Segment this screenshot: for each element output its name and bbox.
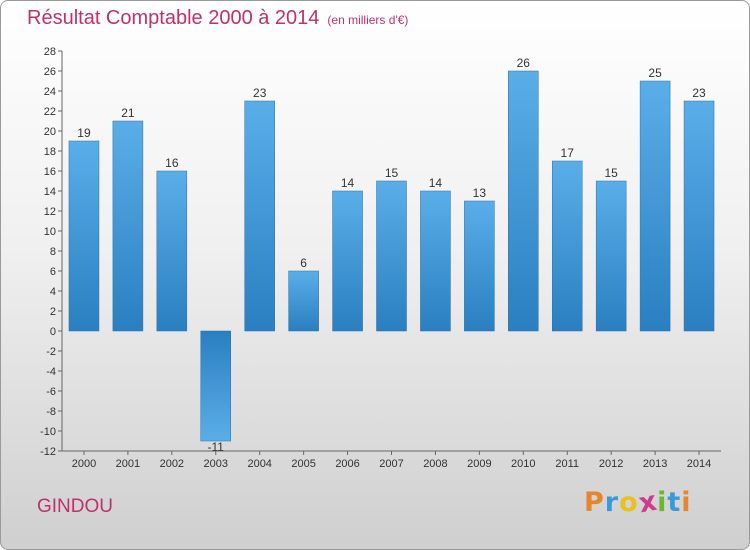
x-tick-label: 2007 [379,458,403,470]
y-tick-label: -8 [46,406,56,418]
bar-2009 [464,200,495,332]
x-tick-label: 2004 [247,458,271,470]
y-tick-label: 6 [50,266,56,278]
data-label: 13 [473,186,487,200]
bar-2008 [420,190,451,332]
x-tick-label: 2006 [335,458,359,470]
bar-2013 [639,80,671,332]
chart-title-text: Résultat Comptable 2000 à 2014 [27,7,320,29]
chart-title: Résultat Comptable 2000 à 2014 (en millie… [27,7,408,30]
logo-letter: o [619,487,639,518]
y-tick-label: 26 [44,66,56,78]
x-tick-label: 2014 [687,458,711,470]
chart-subtitle: (en milliers d'€) [327,13,409,27]
y-tick-label: 8 [50,246,56,258]
y-tick-label: 0 [50,326,56,338]
y-tick-label: 14 [44,186,56,198]
x-tick-label: 2009 [467,458,491,470]
data-label: 21 [121,106,135,120]
x-tick-label: 2010 [511,458,535,470]
data-label: 14 [341,176,355,190]
y-tick-label: 28 [44,46,56,58]
data-label: 23 [692,86,706,100]
logo-letter: t [667,487,682,518]
y-tick-label: 2 [50,306,56,318]
data-label: 23 [253,86,267,100]
data-label: -11 [208,440,225,454]
y-tick-label: -2 [46,346,56,358]
bar-2004 [244,100,275,332]
data-label: 16 [165,156,179,170]
x-tick-label: 2002 [160,458,184,470]
y-tick-label: -10 [40,426,56,438]
data-label: 15 [604,166,618,180]
y-tick-label: 20 [44,126,56,138]
data-label: 6 [300,256,307,270]
bar-2005 [288,270,319,332]
y-tick-label: 12 [44,206,56,218]
y-tick-label: 16 [44,166,56,178]
y-tick-label: -4 [46,366,56,378]
y-tick-label: 24 [44,86,56,98]
logo-letter: P [584,487,605,518]
x-tick-label: 2003 [204,458,228,470]
logo-letter: i [681,487,692,518]
x-tick-label: 2000 [72,458,96,470]
x-tick-label: 2005 [291,458,315,470]
proxiti-logo: Proxiti [584,486,692,520]
bar-2003 [200,330,232,442]
bar-2014 [683,100,715,332]
y-tick-label: 18 [44,146,56,158]
bar-2012 [595,180,627,332]
bar-2002 [156,170,188,332]
logo-letter: r [604,487,620,518]
x-tick-label: 2008 [423,458,447,470]
y-tick-label: 10 [44,226,56,238]
x-tick-label: 2001 [116,458,140,470]
logo-letter: i [657,487,668,518]
y-tick-label: 4 [50,286,56,298]
bar-2000 [68,140,100,332]
bar-2011 [551,160,583,332]
data-label: 19 [77,126,91,140]
y-tick-label: 22 [44,106,56,118]
city-name: GINDOU [37,496,113,517]
data-label: 14 [429,176,443,190]
data-label: 26 [517,56,531,70]
y-tick-label: -12 [40,446,56,458]
bar-2006 [332,190,363,332]
bar-2010 [508,70,539,332]
x-tick-label: 2011 [555,458,579,470]
data-label: 17 [561,146,575,160]
data-label: 15 [385,166,399,180]
bar-2001 [112,120,144,332]
x-tick-label: 2012 [599,458,623,470]
data-label: 25 [648,66,662,80]
x-tick-label: 2013 [643,458,667,470]
y-tick-label: -6 [46,386,56,398]
bar-2007 [376,180,407,332]
